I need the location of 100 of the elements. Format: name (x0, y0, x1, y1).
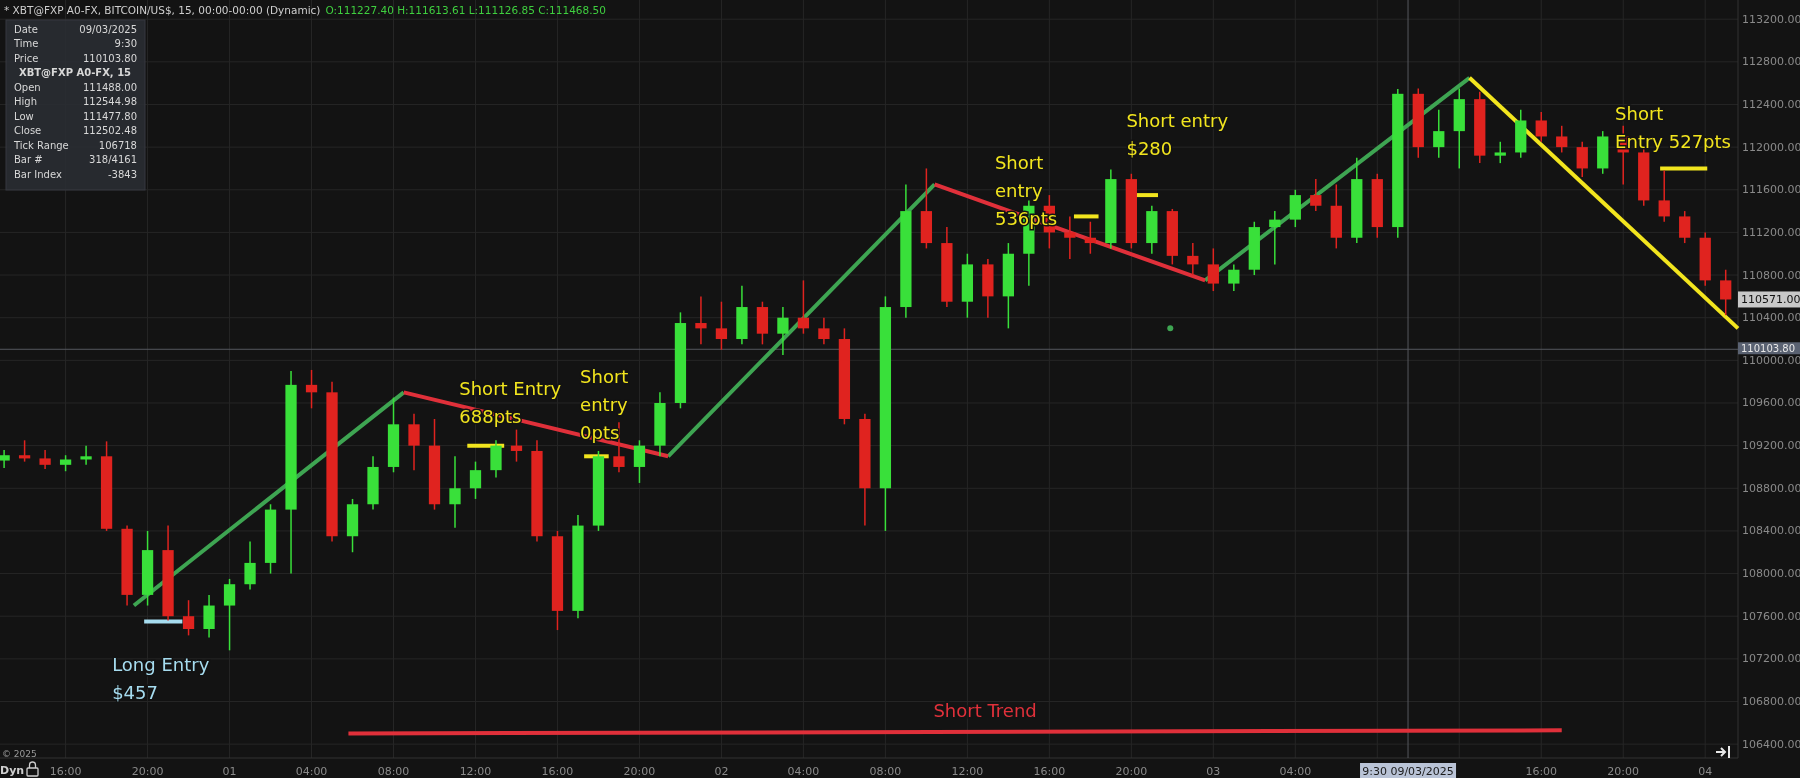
y-tick-label: 111600.00 (1742, 183, 1800, 197)
x-tick-label: 04 (1698, 764, 1713, 778)
candlestick (39, 449, 51, 470)
annotation: Price (14, 52, 39, 64)
annotation: High (14, 96, 37, 107)
candlestick (818, 316, 830, 346)
annotation: 9:30 (114, 38, 137, 49)
x-tick-label: 02 (714, 764, 729, 778)
candlestick (0, 449, 10, 469)
candlestick (797, 279, 810, 335)
text: 110571.00 (1741, 292, 1800, 306)
y-tick-label: 111200.00 (1742, 225, 1800, 239)
y-tick-label: 106800.00 (1742, 695, 1800, 708)
y-tick-label: 106400.00 (1742, 737, 1800, 751)
x-tick-label: 16:00 (49, 764, 82, 778)
ref-line-label: 110103.80 (1741, 342, 1796, 354)
x-tick-label: 01 (222, 764, 237, 778)
annotation: 318/4161 (89, 154, 137, 165)
y-tick-label: 107600.00 (1742, 609, 1800, 623)
candlestick (510, 428, 523, 463)
annotation: Time (13, 38, 39, 49)
y-tick-label: 108000.00 (1742, 567, 1800, 581)
x-tick-label: 03 (1206, 764, 1221, 778)
candlestick (223, 578, 236, 652)
candlestick (1494, 141, 1506, 164)
candlestick (80, 444, 92, 466)
x-tick-label: 20:00 (131, 764, 164, 778)
ref-line-label: 9:30 09/03/2025 (1362, 764, 1454, 778)
annotation: 112544.98 (82, 96, 137, 107)
candlestick (1064, 215, 1076, 260)
text: Short entry $280 (1126, 109, 1229, 159)
y-tick-label: 109200.00 (1742, 439, 1800, 453)
annotation: XBT@FXP A0-FX, 15 (18, 67, 132, 78)
candlestick (1679, 210, 1691, 244)
candlestick (469, 460, 482, 500)
annotation: 09/03/2025 (79, 23, 137, 35)
x-tick-label: 08:00 (869, 764, 902, 778)
y-tick-label: 107200.00 (1742, 652, 1800, 666)
candlestick (1228, 263, 1240, 292)
candlestick (715, 300, 728, 351)
text: Dyn (0, 763, 25, 777)
y-tick-label: 110800.00 (1742, 268, 1800, 282)
annotation: 106718 (98, 139, 137, 151)
annotation: Date (14, 23, 38, 35)
chart-subtitle: O:111227.40 H:111613.61 L:111126.85 C:111468.50 (325, 4, 606, 16)
x-tick-label: 20:00 (623, 764, 656, 778)
annotation: 111488.00 (82, 81, 137, 93)
x-tick-label: 08:00 (377, 764, 410, 778)
candlestick (1556, 125, 1568, 154)
y-tick-label: 110000.00 (1742, 353, 1800, 367)
annotation: -3843 (107, 168, 137, 180)
candlestick (1207, 247, 1219, 292)
x-tick-label: 04:00 (1279, 764, 1312, 778)
annotation: Bar # (14, 154, 43, 165)
x-tick-label: 16:00 (541, 764, 574, 778)
candlestick (1720, 268, 1732, 316)
candlestick (1269, 210, 1281, 266)
x-tick-label: 20:00 (1115, 764, 1148, 778)
candlestick (1658, 169, 1670, 223)
chart-title: * XBT@FXP A0-FX, BITCOIN/US$, 15, 00:00-00:00 (Dynamic) (4, 4, 321, 16)
candlestick (695, 295, 707, 346)
annotation: © 2025 (2, 749, 37, 759)
x-tick-label: 04:00 (787, 764, 820, 778)
candlestick (244, 540, 256, 591)
x-tick-label: 20:00 (1607, 764, 1640, 778)
annotation: 110103.80 (82, 52, 137, 64)
y-tick-label: 108400.00 (1742, 524, 1800, 538)
candlestick (1576, 141, 1588, 178)
x-tick-label: 04:00 (295, 764, 328, 778)
y-tick-label: 112400.00 (1742, 97, 1800, 111)
candlestick (305, 369, 318, 410)
y-tick-label: 109600.00 (1742, 396, 1800, 410)
candlestick (203, 594, 215, 639)
candlestick (777, 306, 789, 356)
series-label: Short Trend (933, 699, 1037, 721)
candlestick (449, 455, 461, 529)
annotation: Close (14, 125, 42, 136)
candlestick (182, 599, 195, 637)
candlestick (1535, 111, 1547, 143)
candlestick (633, 439, 646, 484)
annotation: Tick Range (13, 139, 69, 151)
candlestick (18, 439, 31, 463)
text: Long Entry $457 (112, 653, 210, 703)
y-tick-label: 113200.00 (1742, 12, 1800, 26)
candlestick (1084, 221, 1096, 255)
candlestick (1310, 178, 1322, 212)
y-tick-label: 108800.00 (1742, 481, 1800, 495)
candlestick (1433, 109, 1445, 159)
y-tick-label: 112800.00 (1742, 55, 1800, 69)
annotation: Low (14, 110, 34, 122)
x-tick-label: 16:00 (1033, 764, 1066, 778)
y-tick-label: 110400.00 (1742, 311, 1800, 325)
annotation: Open (14, 81, 41, 93)
candlestick (408, 412, 420, 471)
annotation: 111477.80 (82, 110, 137, 122)
y-tick-label: 112000.00 (1742, 140, 1800, 154)
x-tick-label: 12:00 (951, 764, 984, 778)
x-tick-label: 12:00 (459, 764, 492, 778)
candlestick (1187, 242, 1199, 276)
annotation: Bar Index (14, 168, 62, 180)
